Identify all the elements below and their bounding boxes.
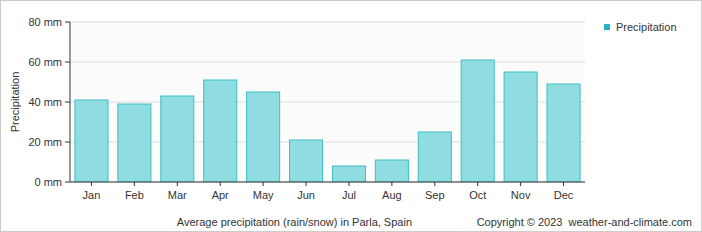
tick-label: 60 mm	[28, 56, 62, 68]
category-label: Jan	[83, 189, 101, 201]
grid-line	[70, 182, 585, 183]
bar	[418, 132, 451, 182]
category-label: Apr	[212, 189, 229, 201]
x-tick	[306, 182, 307, 186]
chart: 0 mm 20 mm 40 mm 60 mm 80 mm Jan Feb Mar Apr May J…	[0, 0, 702, 232]
category-label: Aug	[382, 189, 402, 201]
tick	[65, 182, 70, 183]
bar	[504, 72, 537, 182]
x-tick	[520, 182, 521, 186]
x-tick	[263, 182, 264, 186]
y-axis-label: Precipitation	[9, 72, 21, 133]
bar	[161, 96, 194, 182]
tick	[65, 102, 70, 103]
category-label: Sep	[425, 189, 445, 201]
tick-label: 0 mm	[35, 176, 63, 188]
legend-swatch	[604, 24, 610, 30]
bar	[75, 100, 108, 182]
grid-line	[70, 22, 585, 23]
x-tick	[177, 182, 178, 186]
category-label: Oct	[469, 189, 486, 201]
tick-label: 20 mm	[28, 136, 62, 148]
category-label: Feb	[125, 189, 144, 201]
x-tick	[134, 182, 135, 186]
tick	[65, 22, 70, 23]
bar	[547, 84, 580, 182]
bar	[332, 166, 365, 182]
legend-label: Precipitation	[616, 21, 677, 33]
category-label: Jul	[342, 189, 356, 201]
x-tick	[477, 182, 478, 186]
x-tick	[563, 182, 564, 186]
tick	[65, 62, 70, 63]
bars	[75, 60, 580, 182]
category-label: Mar	[168, 189, 187, 201]
category-label: Dec	[554, 189, 574, 201]
annotation: Copyright © 2023 weather-and-climate.com	[477, 216, 692, 228]
x-tick	[391, 182, 392, 186]
bar	[375, 160, 408, 182]
title: Average precipitation (rain/snow) in Par…	[177, 216, 412, 228]
x-tick	[434, 182, 435, 186]
bar	[118, 104, 151, 182]
tick-label: 80 mm	[28, 16, 62, 28]
x-tick	[220, 182, 221, 186]
category-label: Jun	[297, 189, 315, 201]
category-label: May	[253, 189, 274, 201]
bar	[247, 92, 280, 182]
x-tick	[91, 182, 92, 186]
grid-line	[70, 62, 585, 63]
tick	[65, 142, 70, 143]
y-axis	[70, 22, 71, 182]
frame	[1, 1, 702, 232]
tick-label: 40 mm	[28, 96, 62, 108]
x-axis	[70, 182, 585, 183]
plot-area	[70, 22, 585, 182]
bar	[461, 60, 494, 182]
category-label: Nov	[511, 189, 531, 201]
x-tick	[348, 182, 349, 186]
bar	[290, 140, 323, 182]
bar	[204, 80, 237, 182]
